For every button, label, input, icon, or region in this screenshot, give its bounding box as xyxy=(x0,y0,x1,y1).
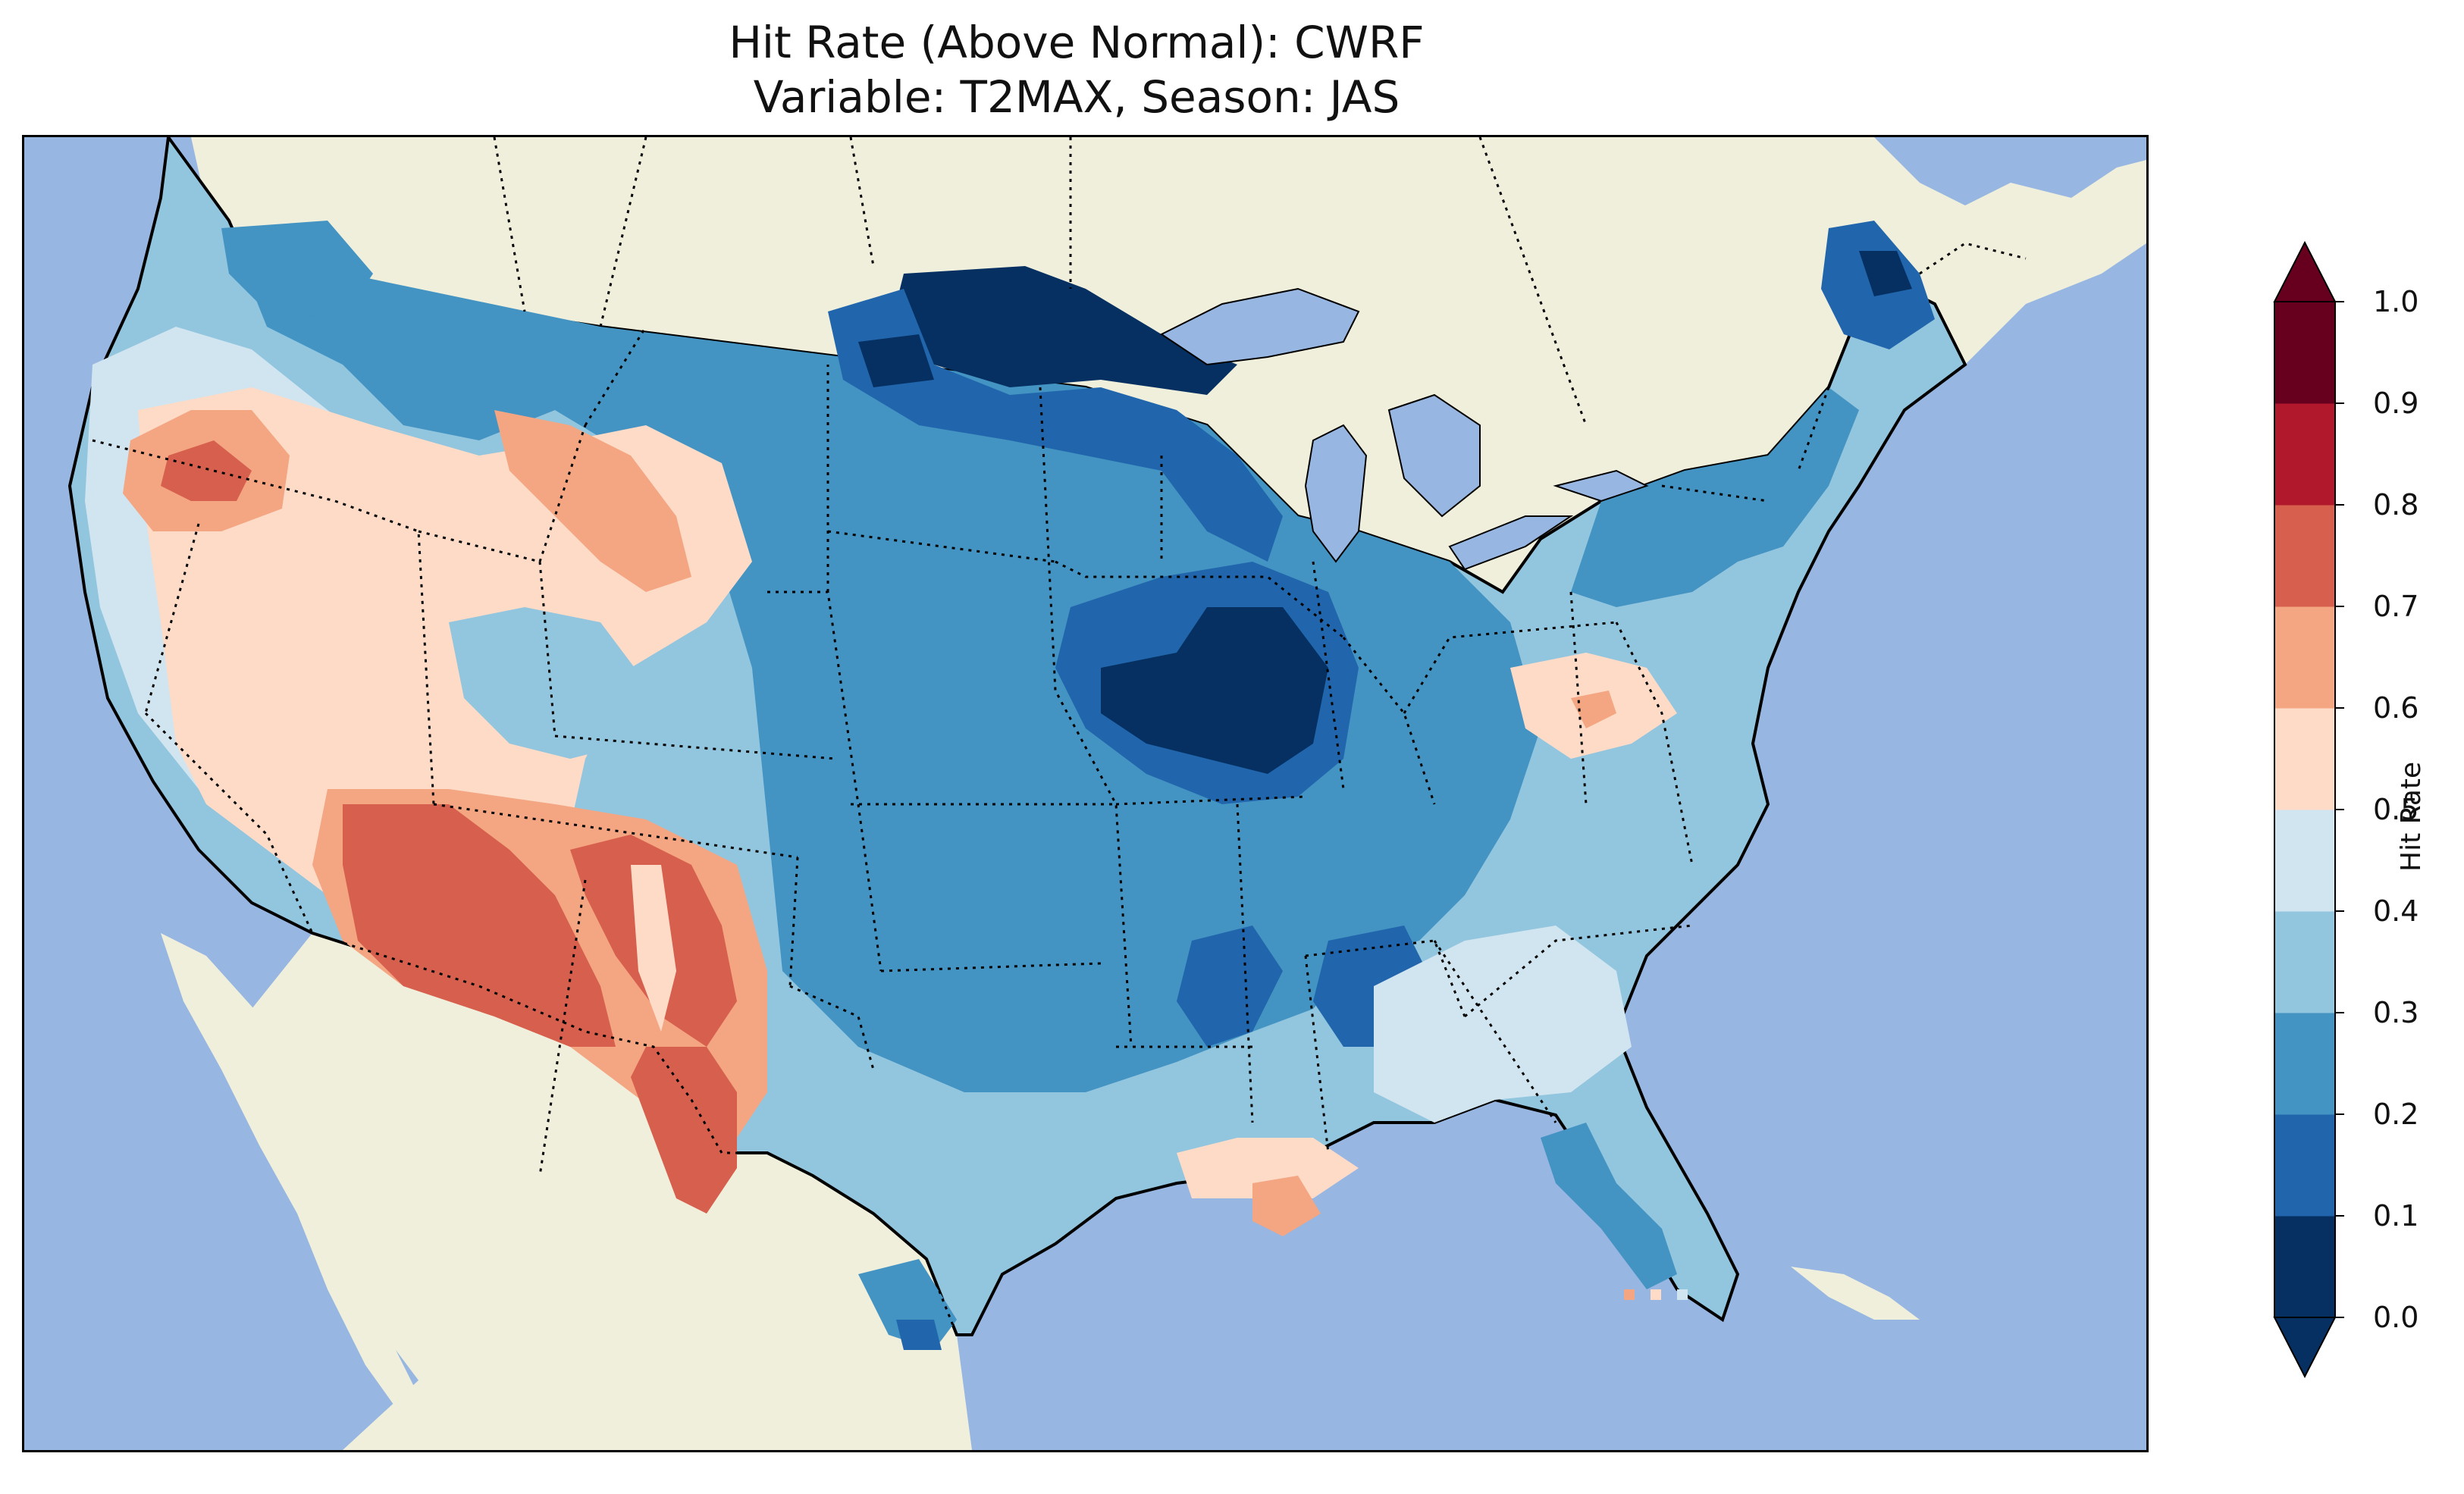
zone-0.5-0.6-gulf-coast xyxy=(1177,1138,1359,1198)
colorbar-segments xyxy=(2273,241,2344,1378)
lake-erie xyxy=(1448,515,1574,571)
key-cell-2 xyxy=(1651,1289,1661,1300)
baja-land xyxy=(161,933,434,1426)
chart-title: Hit Rate (Above Normal): CWRF Variable: … xyxy=(0,15,2153,124)
colorbar-label: Hit Rate xyxy=(2396,761,2427,872)
key-cell-1 xyxy=(1624,1289,1635,1300)
colorbar xyxy=(2273,241,2344,1378)
colorbar-tick-label: 0.6 xyxy=(2373,691,2419,725)
map-panel xyxy=(22,135,2149,1452)
colorbar-segment-2 xyxy=(2274,1013,2335,1115)
title-line-2: Variable: T2MAX, Season: JAS xyxy=(753,71,1400,123)
mexico-land xyxy=(252,933,972,1450)
zone-0.1-0.2-mid-south xyxy=(1177,926,1283,1047)
zone-0.3-0.4-utah xyxy=(449,607,646,759)
lake-superior xyxy=(1160,287,1360,366)
zone-0.1-0.2-south-texas xyxy=(896,1320,942,1350)
colorbar-tick-label: 0.4 xyxy=(2373,894,2419,928)
key-cell-3 xyxy=(1677,1289,1688,1300)
colorbar-tick-label: 0.3 xyxy=(2373,996,2419,1029)
lake-ontario xyxy=(1553,469,1649,503)
canada-borders xyxy=(493,137,2027,426)
colorbar-segment-3 xyxy=(2274,911,2335,1013)
lake-huron xyxy=(1387,393,1481,518)
colorbar-segment-6 xyxy=(2274,606,2335,709)
zone-0.0-0.1-minnesota xyxy=(889,266,1237,395)
zone-0.1-0.2-upper-midwest xyxy=(828,289,1283,562)
colorbar-tick-label: 0.2 xyxy=(2373,1098,2419,1131)
zone-0.0-0.1-central-core xyxy=(1101,607,1328,774)
colorbar-segment-0 xyxy=(2274,1216,2335,1318)
colorbar-extend-max xyxy=(2273,241,2337,302)
zone-0.2-0.3-pnw xyxy=(221,221,373,319)
colorbar-segment-1 xyxy=(2274,1114,2335,1217)
colorbar-segment-4 xyxy=(2274,810,2335,912)
zone-0.6-0.7-virginia xyxy=(1571,691,1616,728)
lake-michigan xyxy=(1304,424,1368,563)
colorbar-segment-7 xyxy=(2274,505,2335,607)
zone-0.6-0.7-wyoming xyxy=(494,410,691,592)
colorbar-tick-label: 0.5 xyxy=(2373,793,2419,826)
zone-0.0-0.1-minnesota-core xyxy=(858,334,934,387)
colorbar-tick-label: 1.0 xyxy=(2373,285,2419,318)
cuba-land xyxy=(1791,1267,1920,1320)
colorbar-tick-label: 0.7 xyxy=(2373,590,2419,623)
colorbar-tick-label: 0.9 xyxy=(2373,387,2419,420)
zone-0.7-0.8-arizona xyxy=(343,804,616,1047)
colorbar-segment-9 xyxy=(2274,302,2335,404)
colorbar-tick-label: 0.0 xyxy=(2373,1301,2419,1334)
colorbar-segment-8 xyxy=(2274,403,2335,506)
zone-0.5-0.6-nm-strip xyxy=(631,865,676,1032)
colorbar-segment-5 xyxy=(2274,708,2335,810)
zone-0.0-0.1-maine xyxy=(1859,251,1912,296)
zone-0.7-0.8-west-texas xyxy=(631,1047,737,1214)
zone-0.2-0.3-northeast xyxy=(1571,387,1859,607)
zone-0.7-0.8-oregon xyxy=(161,440,252,501)
colorbar-tick-label: 0.1 xyxy=(2373,1199,2419,1232)
colorbar-extend-min xyxy=(2273,1317,2337,1378)
state-borders xyxy=(92,326,1830,1176)
zone-0.4-0.5-southeast xyxy=(1374,926,1632,1123)
title-line-1: Hit Rate (Above Normal): CWRF xyxy=(729,17,1425,68)
map-svg xyxy=(24,137,2146,1450)
international-border xyxy=(312,932,958,1336)
colorbar-tick-label: 0.8 xyxy=(2373,488,2419,521)
zone-0.2-0.3-florida xyxy=(1541,1123,1677,1289)
zone-0.6-0.7-louisiana xyxy=(1252,1176,1321,1236)
